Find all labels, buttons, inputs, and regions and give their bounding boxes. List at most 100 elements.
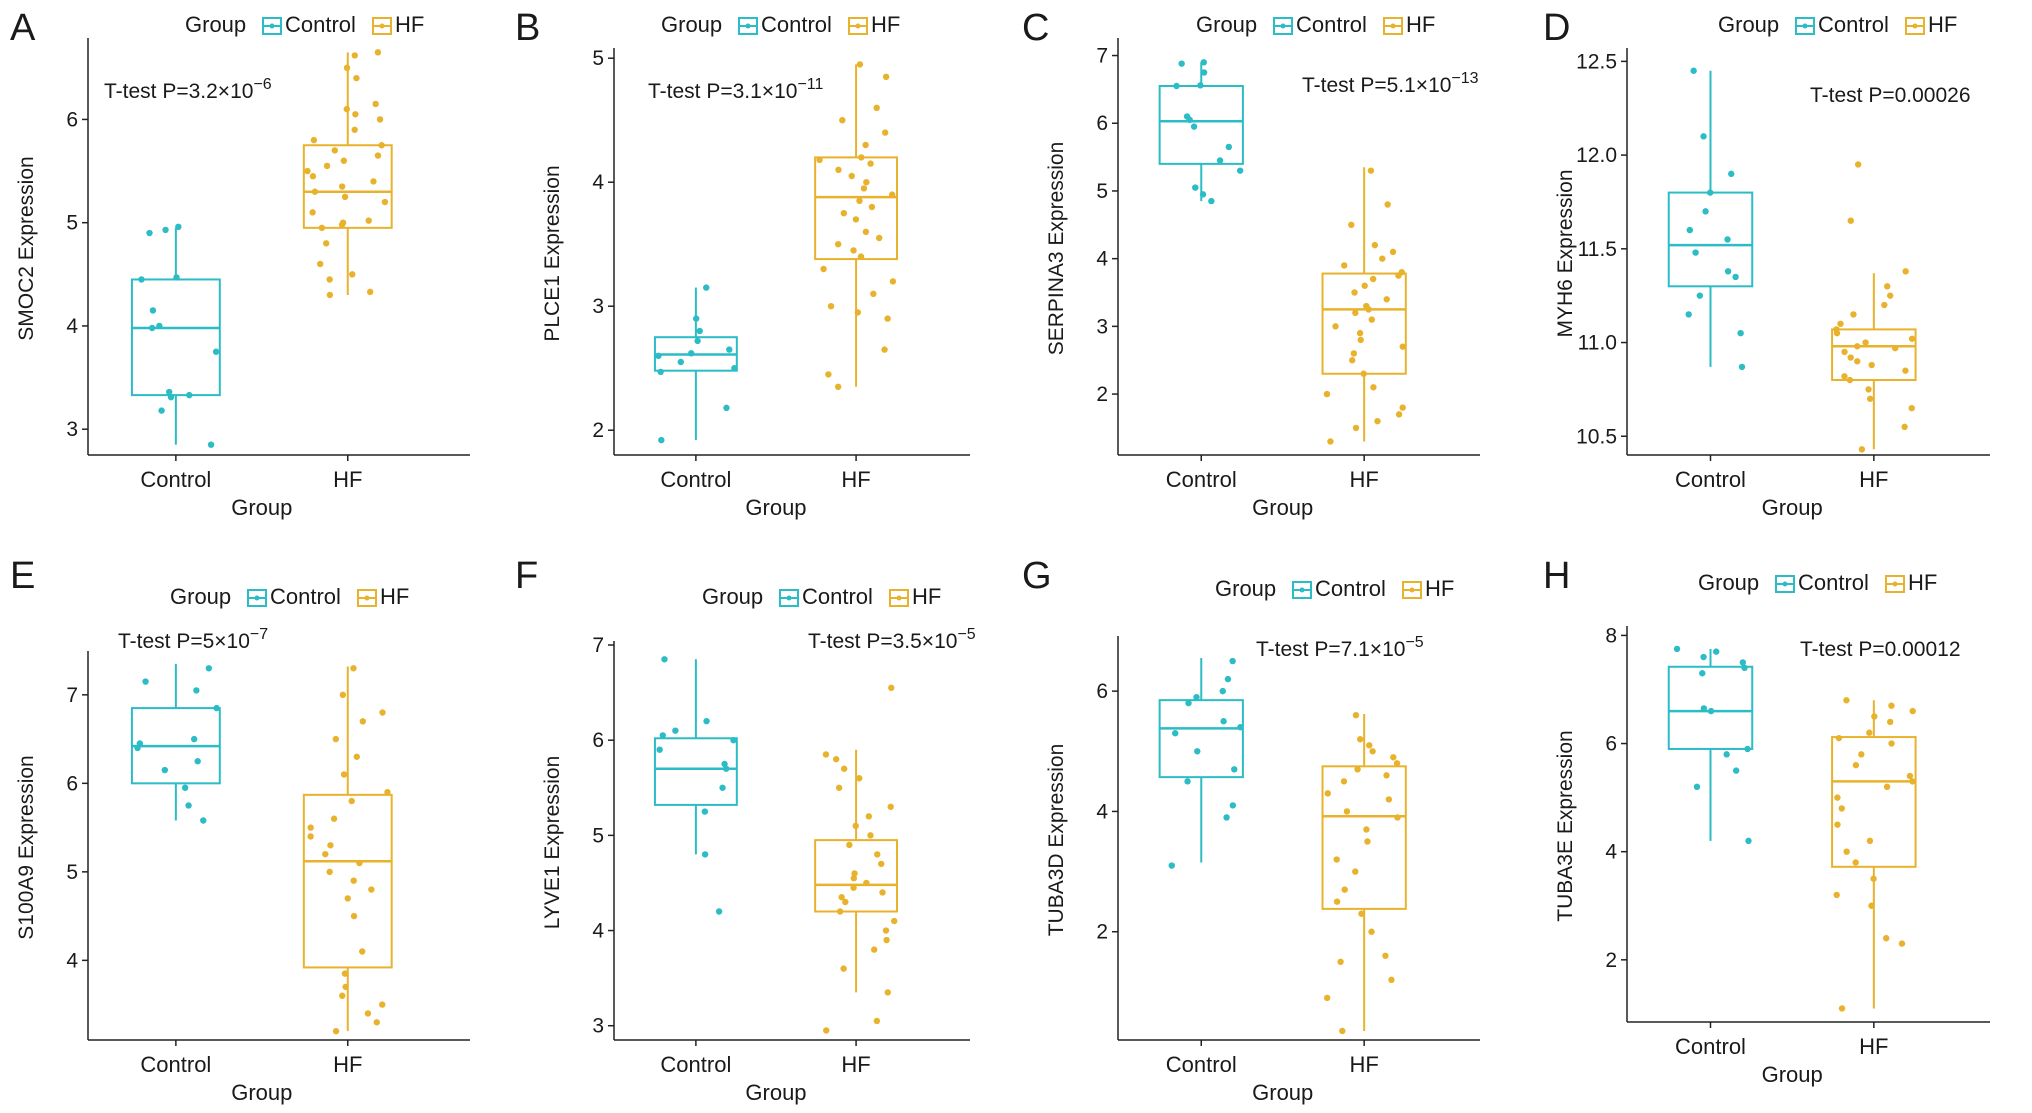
x-axis-label: Group [745, 495, 806, 520]
data-point [1891, 344, 1899, 352]
data-point [316, 260, 324, 268]
data-point [194, 758, 201, 765]
data-point [1696, 292, 1704, 299]
data-point [1357, 336, 1364, 344]
y-tick-label: 5 [66, 861, 78, 884]
data-point [1745, 837, 1752, 845]
data-point [1388, 976, 1395, 984]
data-point [1702, 208, 1709, 215]
data-point [1732, 767, 1740, 774]
legend-title: Group [1698, 570, 1759, 595]
data-point [1883, 934, 1890, 942]
data-point [1865, 386, 1872, 393]
data-point [1707, 707, 1715, 715]
legend-label-control: Control [761, 12, 832, 37]
box-hf [302, 665, 393, 1035]
y-tick-label: 11.0 [1578, 332, 1617, 355]
data-point [332, 735, 340, 743]
legend-label-control: Control [270, 584, 341, 609]
data-point [882, 73, 890, 81]
data-point [820, 265, 827, 273]
data-point [878, 860, 885, 868]
data-point [340, 157, 348, 164]
data-point [1699, 670, 1706, 677]
data-point [1184, 778, 1191, 785]
data-point [373, 1019, 380, 1026]
data-point [1360, 370, 1367, 377]
data-point [1172, 730, 1179, 737]
data-point [1231, 766, 1238, 773]
panel-letter: F [515, 555, 538, 597]
data-point [1690, 67, 1697, 74]
data-point [1870, 875, 1877, 882]
box-hf [1321, 711, 1407, 1035]
stat-text: T-test P=0.00026 [1810, 84, 1971, 107]
data-point [1369, 748, 1376, 755]
data-point [1383, 296, 1390, 303]
data-point [1886, 718, 1894, 726]
data-point [309, 173, 317, 180]
data-point [850, 884, 857, 891]
stat-text: T-test P=0.00012 [1800, 638, 1961, 661]
data-point [1732, 273, 1739, 281]
data-point [185, 802, 192, 809]
data-point [340, 771, 348, 778]
y-tick-label: 5 [592, 824, 604, 847]
data-point [142, 678, 149, 685]
data-point [1364, 838, 1371, 845]
box-control [1667, 645, 1754, 845]
legend-label-hf: HF [1425, 576, 1454, 601]
x-axis-label: Group [231, 1080, 292, 1105]
y-tick-label: 10.5 [1576, 425, 1617, 448]
data-point [658, 436, 665, 444]
legend-label-hf: HF [1406, 12, 1435, 37]
data-point [1888, 702, 1895, 709]
data-point [158, 407, 165, 414]
y-tick-label: 7 [1096, 45, 1108, 68]
box-iqr [1831, 736, 1917, 868]
data-point [852, 216, 860, 223]
data-point [1352, 711, 1360, 719]
stat-annotation: T-test P=3.1×10−11 [648, 76, 823, 103]
data-point [1399, 404, 1406, 411]
data-point [1343, 808, 1351, 815]
data-point [1384, 201, 1391, 208]
data-point [1197, 82, 1204, 89]
stat-annotation: T-test P=0.00026 [1810, 84, 1971, 107]
x-tick-label-control: Control [1675, 1034, 1746, 1059]
data-point [881, 346, 888, 353]
legend-key-dot [364, 595, 370, 601]
y-axis-label: S100A9 Expression [15, 755, 38, 939]
x-axis-label: Group [1762, 495, 1823, 520]
data-point [1854, 343, 1861, 350]
data-point [1685, 311, 1692, 318]
data-point [326, 276, 333, 283]
data-point [726, 346, 733, 353]
data-point [311, 188, 319, 195]
y-tick-label: 5 [66, 212, 78, 235]
data-point [1352, 309, 1359, 317]
data-point [1352, 424, 1360, 432]
data-point [1854, 358, 1861, 365]
data-point [842, 898, 849, 906]
panel-b: B Group Control HF 2 3 4 5 PLCE1 Expression Contr… [515, 7, 970, 520]
data-point [322, 850, 329, 858]
data-point [149, 307, 157, 314]
x-tick-label-hf: HF [841, 467, 870, 492]
y-tick-label: 12.0 [1576, 144, 1617, 167]
x-axis-label: Group [1252, 495, 1313, 520]
data-point [1194, 748, 1201, 755]
legend-label-control: Control [802, 584, 873, 609]
data-point [378, 142, 385, 149]
data-point [692, 315, 700, 322]
data-point [1356, 329, 1364, 337]
data-point [161, 766, 169, 774]
y-axis-label: SERPINA3 Expression [1045, 142, 1068, 356]
box-hf [1321, 167, 1407, 445]
data-point [1368, 316, 1375, 323]
data-point [1183, 113, 1191, 120]
data-point [1866, 395, 1874, 402]
data-point [1841, 348, 1848, 356]
data-point [1723, 751, 1730, 758]
x-axis-label: Group [1762, 1062, 1823, 1087]
